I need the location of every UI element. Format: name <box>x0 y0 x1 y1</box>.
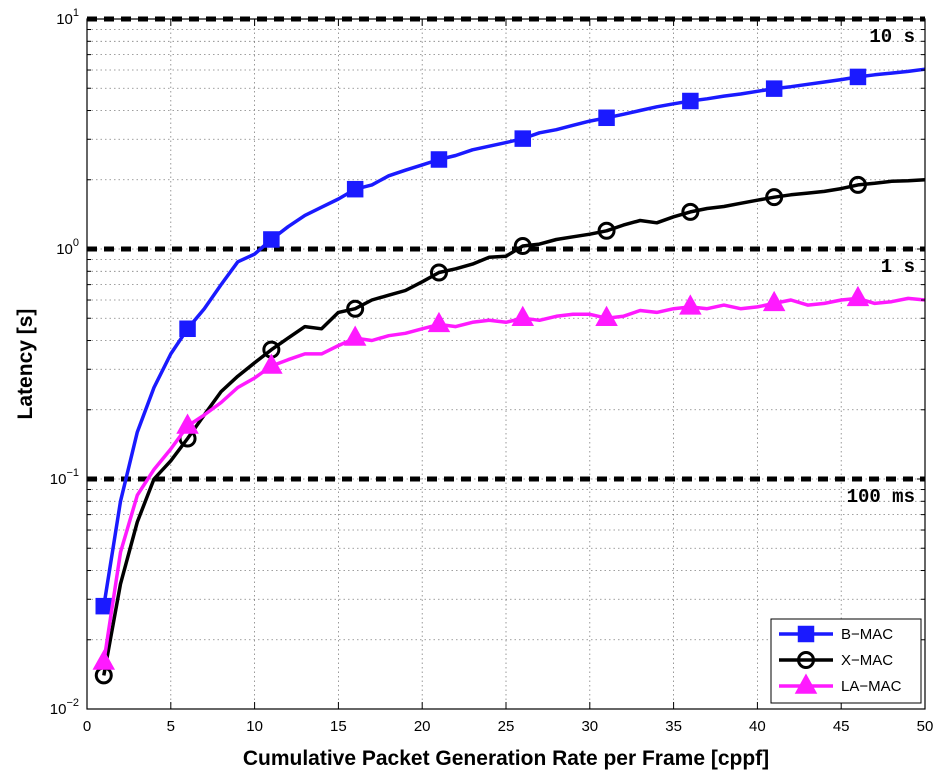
data-point-marker <box>343 325 367 346</box>
legend-label: X−MAC <box>841 652 893 669</box>
legend-marker <box>794 673 818 694</box>
series-line <box>102 67 926 607</box>
legend: B−MAC X−MAC LA−MAC <box>770 618 922 704</box>
data-point-marker <box>846 285 870 307</box>
data-point-marker <box>179 320 196 338</box>
data-point-marker <box>429 263 448 282</box>
y-tick-label: 10−2 <box>50 697 79 718</box>
y-tick-label: 100 <box>56 237 79 258</box>
data-point-marker <box>260 353 283 374</box>
x-axis-title: Cumulative Packet Generation Rate per Fr… <box>243 747 769 770</box>
plot-area-frame <box>86 18 926 710</box>
data-point-marker <box>346 299 365 318</box>
series-group <box>92 285 926 670</box>
data-point-marker <box>92 649 116 670</box>
y-axis-title: Latency [s] <box>14 309 37 420</box>
data-point-marker <box>679 294 702 315</box>
x-tick-label: 40 <box>749 718 766 735</box>
x-tick-label: 50 <box>917 718 934 735</box>
legend-item: B−MAC <box>779 625 893 643</box>
legend-item: LA−MAC <box>779 673 902 695</box>
data-point-marker <box>765 80 783 97</box>
legend-label: LA−MAC <box>841 678 902 695</box>
data-point-marker <box>514 130 532 147</box>
data-point-marker <box>682 92 699 110</box>
data-point-marker <box>176 413 199 434</box>
legend-label: B−MAC <box>841 626 893 643</box>
reference-line-label: 1 s <box>881 256 915 278</box>
y-tick-label: 101 <box>56 7 79 28</box>
data-point-marker <box>511 305 535 326</box>
legend-item: X−MAC <box>779 651 893 669</box>
x-tick-label: 10 <box>246 718 263 735</box>
data-point-marker <box>597 221 616 240</box>
data-point-marker <box>346 180 364 198</box>
data-point-marker <box>430 151 448 168</box>
data-point-marker <box>263 231 280 248</box>
reference-line-label: 100 ms <box>847 486 915 508</box>
series-group <box>95 67 926 615</box>
data-point-marker <box>513 237 532 256</box>
x-tick-label: 25 <box>498 718 515 735</box>
data-point-marker <box>95 597 113 615</box>
x-tick-label: 45 <box>833 718 850 735</box>
reference-line-label: 10 s <box>869 26 915 48</box>
data-point-marker <box>598 109 615 127</box>
legend-marker <box>797 651 815 669</box>
x-tick-label: 35 <box>665 718 682 735</box>
series-lines <box>92 67 926 685</box>
data-point-marker <box>765 188 784 207</box>
x-tick-label: 20 <box>414 718 431 735</box>
series-line <box>102 296 926 663</box>
x-tick-label: 5 <box>167 718 175 735</box>
x-tick-label: 15 <box>330 718 347 735</box>
x-tick-label: 0 <box>83 718 91 735</box>
y-tick-label: 10−1 <box>50 467 79 488</box>
legend-marker <box>797 625 815 643</box>
data-point-marker <box>427 311 451 333</box>
data-point-marker <box>681 202 700 221</box>
data-point-marker <box>849 68 867 86</box>
series-line <box>102 178 926 676</box>
data-point-marker <box>762 290 786 312</box>
x-tick-label: 30 <box>581 718 598 735</box>
data-point-marker <box>848 175 867 194</box>
data-point-marker <box>595 305 618 326</box>
